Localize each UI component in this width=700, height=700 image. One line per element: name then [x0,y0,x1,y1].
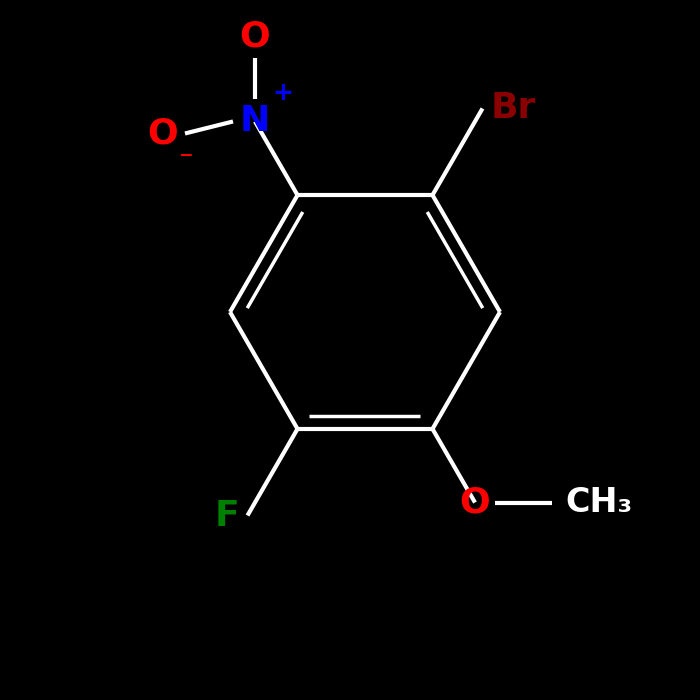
Text: O: O [239,20,270,53]
Text: O: O [460,486,491,519]
Text: CH₃: CH₃ [565,486,632,519]
Text: +: + [272,81,293,106]
Text: ⁻: ⁻ [178,148,193,176]
Text: F: F [215,498,239,533]
Text: N: N [240,104,270,139]
Text: Br: Br [491,92,536,125]
Text: O: O [148,116,178,150]
